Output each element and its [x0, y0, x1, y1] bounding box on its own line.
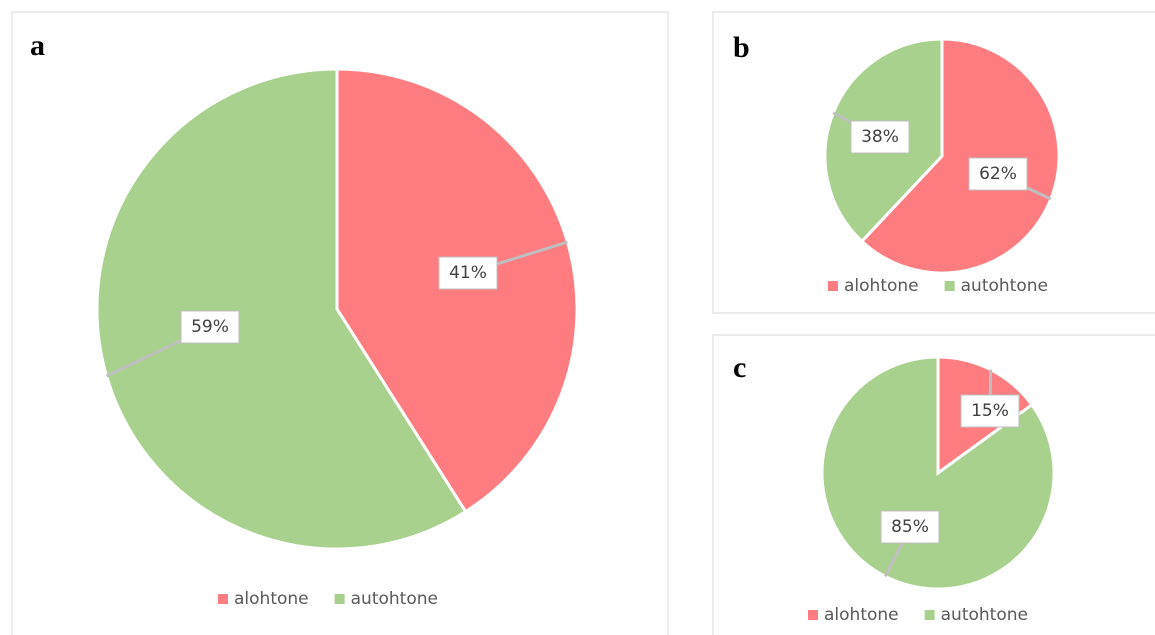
- legend-swatch: [944, 281, 955, 291]
- legend-label: autohtone: [941, 605, 1028, 625]
- data-label: 41%: [449, 263, 487, 283]
- legend-label: alohtone: [234, 589, 309, 609]
- legend-label: alohtone: [824, 605, 899, 625]
- data-label: 62%: [979, 164, 1017, 184]
- panel-label: b: [733, 31, 750, 64]
- data-label: 85%: [891, 517, 929, 537]
- legend-label: autohtone: [961, 276, 1048, 296]
- data-label: 59%: [191, 317, 229, 337]
- legend-swatch: [218, 594, 228, 604]
- legend-swatch: [924, 610, 935, 620]
- panel-label: c: [733, 351, 746, 384]
- label-box: [850, 120, 910, 154]
- label-box: [438, 256, 498, 290]
- panel-label: a: [30, 29, 45, 62]
- label-box: [180, 310, 240, 344]
- label-box: [880, 510, 940, 544]
- legend-swatch: [828, 281, 838, 291]
- label-box: [960, 394, 1020, 428]
- legend-swatch: [334, 594, 345, 604]
- label-box: [968, 157, 1028, 191]
- data-label: 38%: [861, 127, 899, 147]
- legend-label: alohtone: [844, 276, 919, 296]
- data-label: 15%: [971, 401, 1009, 421]
- legend-swatch: [808, 610, 818, 620]
- legend-label: autohtone: [351, 589, 438, 609]
